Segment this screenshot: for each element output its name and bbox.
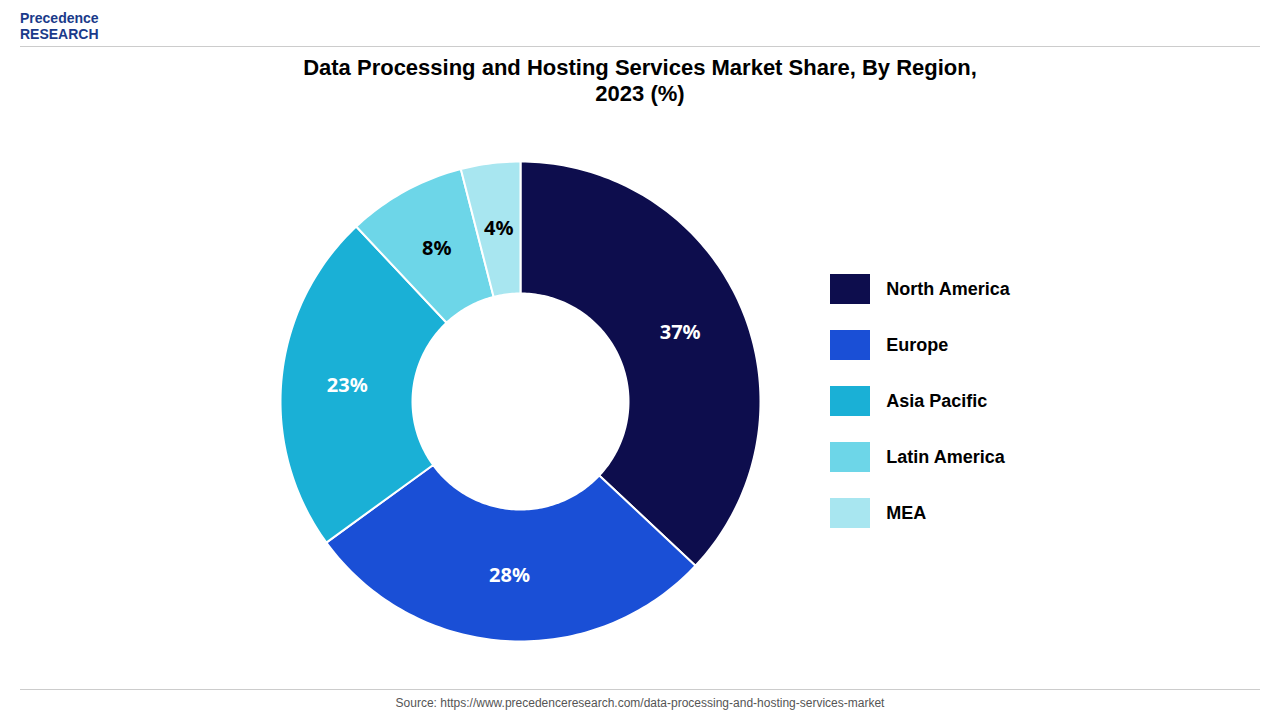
svg-text:8%: 8% — [422, 235, 451, 262]
html-text:Europe: Europe — [886, 334, 949, 355]
html-text:North America: North America — [886, 278, 1010, 299]
html-text:Data Processing and Hosting Se: Data Processing and Hosting Services Mar… — [303, 55, 977, 107]
html-text:Precedence RESEARCH: Precedence RESEARCH — [20, 10, 99, 43]
svg-text:4%: 4% — [484, 214, 513, 241]
html-text:Source: https://www.precedence: Source: https://www.precedenceresearch.c… — [395, 696, 885, 710]
html-text:MEA: MEA — [886, 502, 927, 523]
svg-text:28%: 28% — [489, 561, 530, 588]
svg-text:23%: 23% — [327, 371, 368, 398]
html-text:Latin America: Latin America — [886, 446, 1005, 467]
svg-text:37%: 37% — [660, 318, 701, 345]
html-text:Asia Pacific: Asia Pacific — [886, 390, 988, 411]
